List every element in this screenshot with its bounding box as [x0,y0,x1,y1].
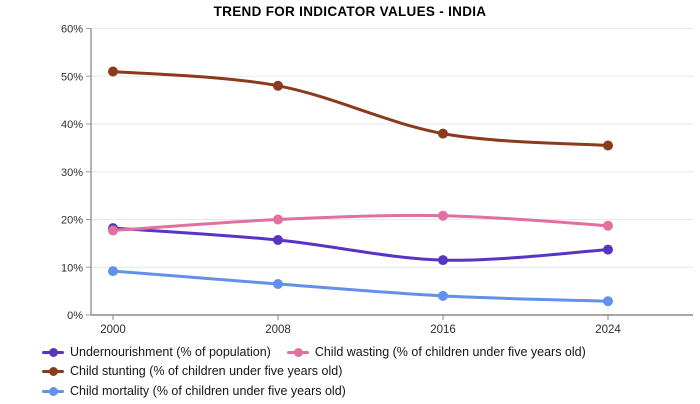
series-line-child-mortality [111,269,610,303]
data-point-child-wasting-2024 [603,220,613,231]
data-point-undernourishment-2016 [438,255,448,266]
data-point-child-mortality-2016 [438,290,448,301]
data-point-child-stunting-2016 [438,128,448,139]
legend-item-undernourishment[interactable]: Undernourishment (% of population) [42,345,271,359]
y-tick-label: 40% [61,119,83,131]
data-point-child-mortality-2024 [603,296,613,307]
series-line-child-stunting [111,69,610,147]
x-tick-label: 2024 [595,324,621,336]
data-point-child-mortality-2000 [108,266,118,277]
y-tick-label: 10% [61,262,83,274]
data-point-child-wasting-2008 [273,214,283,225]
data-point-child-wasting-2016 [438,210,448,221]
legend-label: Child wasting (% of children under five … [314,344,586,359]
y-tick-label: 60% [61,24,83,36]
legend-item-child-wasting[interactable]: Child wasting (% of children under five … [286,344,586,359]
legend-label: Child stunting (% of children under five… [70,364,343,379]
legend-line-dot-icon [42,365,64,377]
line-chart-plot: 0% 10% 20% 30% 40% 50% 60% 2000 2008 2016 2024 [61,24,693,336]
y-tick-label: 20% [61,215,83,227]
data-point-undernourishment-2024 [603,244,613,255]
y-tick-label: 30% [61,167,83,179]
chart-title: TREND FOR INDICATOR VALUES - INDIA [213,4,487,19]
legend-row: Child stunting (% of children under five… [42,362,692,382]
legend-item-child-mortality[interactable]: Child mortality (% of children under fiv… [42,384,346,398]
legend-label: Undernourishment (% of population) [70,344,271,359]
legend-line-dot-icon [42,346,64,358]
chart-legend: Undernourishment (% of population) Child … [42,342,692,401]
legend-label: Child mortality (% of children under fiv… [70,383,346,398]
y-tick-label: 0% [67,310,83,322]
x-tick-label: 2008 [265,324,291,336]
legend-line-dot-icon [42,385,64,397]
data-point-undernourishment-2008 [273,235,283,245]
data-point-child-wasting-2000 [108,225,118,236]
series-line-undernourishment [111,226,610,262]
x-tick-label: 2016 [430,324,456,336]
legend-line-dot-icon [286,346,309,358]
legend-row: Undernourishment (% of population) Child … [42,342,692,362]
series-line-child-wasting [111,213,610,232]
data-point-child-mortality-2008 [273,279,283,289]
data-point-child-stunting-2024 [603,140,613,151]
data-point-child-stunting-2008 [273,80,283,91]
x-tick-label: 2000 [100,324,126,336]
legend-row: Child mortality (% of children under fiv… [42,381,692,401]
legend-item-child-stunting[interactable]: Child stunting (% of children under five… [42,364,342,378]
y-tick-label: 50% [61,71,83,83]
data-point-child-stunting-2000 [108,66,118,77]
